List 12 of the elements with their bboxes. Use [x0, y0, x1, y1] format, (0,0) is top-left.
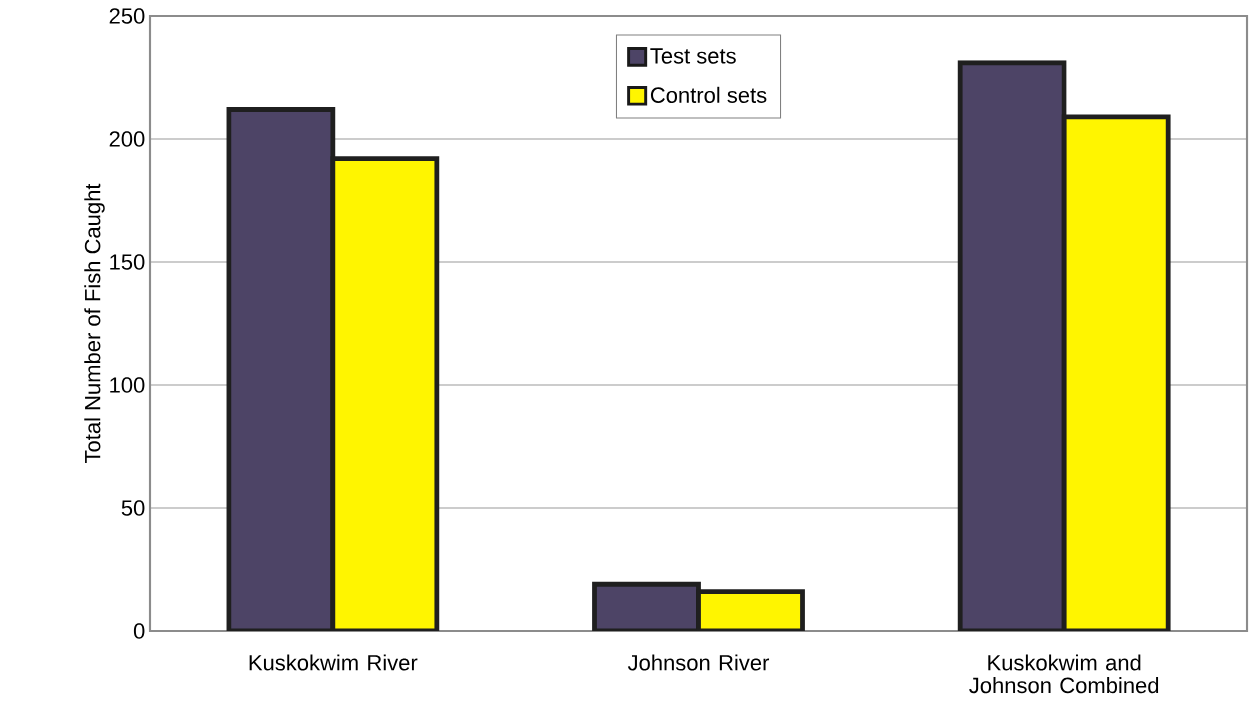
legend-label: Test sets	[650, 48, 736, 64]
y-tick-label: 100	[110, 377, 145, 393]
legend-label: Control sets	[650, 86, 767, 103]
y-axis-title: Total Number of Fish Caught	[84, 183, 105, 464]
y-tick-label: 250	[109, 8, 145, 24]
y-tick-label: 200	[109, 131, 145, 147]
y-tick-label: 0	[133, 623, 145, 639]
x-tick-label: Kuskokwim River	[249, 654, 418, 671]
x-tick-label: Johnson River	[627, 654, 770, 671]
y-tick-label: 150	[110, 254, 145, 270]
x-tick-label: Kuskokwim and Johnson Combined	[969, 654, 1159, 694]
y-tick-label: 50	[121, 500, 145, 516]
